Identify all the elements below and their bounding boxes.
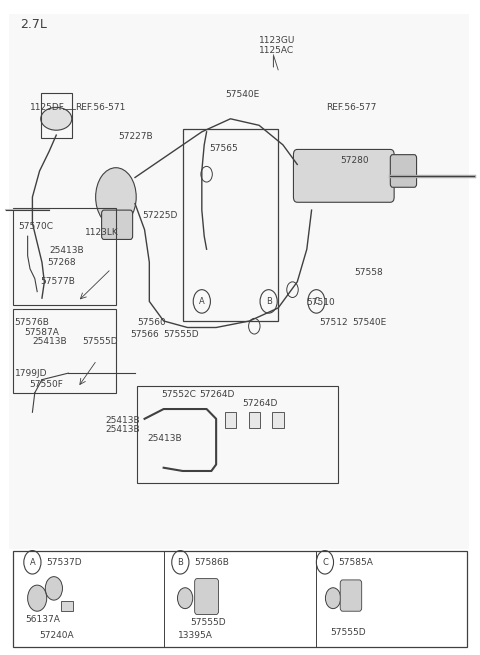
Text: 57225D: 57225D — [142, 211, 178, 220]
Text: 25413B: 25413B — [106, 425, 140, 434]
Text: 57555D: 57555D — [190, 618, 226, 627]
Text: A: A — [30, 558, 36, 567]
Text: C: C — [313, 297, 319, 306]
Text: 1123GU: 1123GU — [259, 36, 296, 45]
Text: 57268: 57268 — [48, 258, 76, 267]
Text: 57264D: 57264D — [199, 390, 235, 398]
Text: 57264D: 57264D — [242, 400, 278, 408]
Bar — [249, 412, 260, 428]
Text: 1125AC: 1125AC — [259, 46, 294, 55]
Text: 57540E: 57540E — [226, 90, 260, 99]
Bar — [41, 93, 72, 138]
Text: A: A — [199, 297, 204, 306]
Text: 57570C: 57570C — [18, 222, 53, 231]
Text: C: C — [322, 558, 328, 567]
Text: 57537D: 57537D — [47, 558, 83, 567]
Text: 57565: 57565 — [209, 144, 238, 153]
Text: 57576B: 57576B — [15, 318, 49, 327]
Text: B: B — [266, 297, 272, 306]
Bar — [9, 14, 469, 550]
Text: 57586B: 57586B — [195, 558, 229, 567]
Text: 57512: 57512 — [319, 318, 348, 327]
Text: 13395A: 13395A — [178, 631, 213, 640]
Bar — [183, 128, 278, 321]
Text: 57240A: 57240A — [39, 631, 74, 640]
FancyBboxPatch shape — [195, 578, 218, 614]
Text: 1123LK: 1123LK — [85, 229, 119, 237]
Bar — [225, 412, 236, 428]
Bar — [269, 128, 278, 321]
Text: 25413B: 25413B — [147, 434, 181, 443]
Text: 57566: 57566 — [130, 329, 159, 339]
FancyBboxPatch shape — [340, 580, 362, 611]
Text: 1125DF: 1125DF — [30, 103, 65, 111]
Circle shape — [325, 588, 341, 608]
Text: 25413B: 25413B — [33, 337, 67, 346]
Text: 2.7L: 2.7L — [21, 18, 48, 31]
Text: 56137A: 56137A — [25, 615, 60, 624]
Text: 57550F: 57550F — [29, 380, 63, 389]
Text: 1799JD: 1799JD — [15, 369, 47, 378]
Bar — [13, 309, 116, 393]
Text: B: B — [178, 558, 183, 567]
Text: 57577B: 57577B — [40, 277, 75, 286]
Text: 57555D: 57555D — [83, 337, 118, 346]
Text: 25413B: 25413B — [49, 246, 84, 255]
Bar — [13, 551, 467, 647]
Text: 57280: 57280 — [340, 156, 369, 165]
Text: 57587A: 57587A — [24, 328, 59, 337]
Bar — [273, 412, 284, 428]
Ellipse shape — [41, 107, 72, 130]
FancyBboxPatch shape — [390, 155, 417, 187]
FancyBboxPatch shape — [102, 210, 132, 240]
Text: 57585A: 57585A — [338, 558, 372, 567]
Text: 57555D: 57555D — [164, 329, 199, 339]
FancyBboxPatch shape — [293, 149, 394, 202]
Text: 25413B: 25413B — [106, 416, 140, 424]
Circle shape — [178, 588, 193, 608]
Text: 57560: 57560 — [137, 318, 166, 327]
Text: 57227B: 57227B — [118, 132, 153, 141]
Ellipse shape — [96, 168, 136, 227]
Text: 57552C: 57552C — [161, 390, 196, 398]
Text: REF.56-571: REF.56-571 — [75, 103, 126, 111]
Text: 57555D: 57555D — [331, 628, 366, 637]
Circle shape — [45, 576, 62, 600]
Text: 57510: 57510 — [306, 298, 335, 307]
Text: 57540E: 57540E — [352, 318, 386, 327]
Bar — [137, 386, 338, 483]
Text: REF.56-577: REF.56-577 — [326, 103, 376, 111]
Bar — [13, 208, 116, 305]
Text: 57558: 57558 — [355, 267, 384, 276]
Circle shape — [28, 585, 47, 611]
Bar — [61, 601, 73, 611]
